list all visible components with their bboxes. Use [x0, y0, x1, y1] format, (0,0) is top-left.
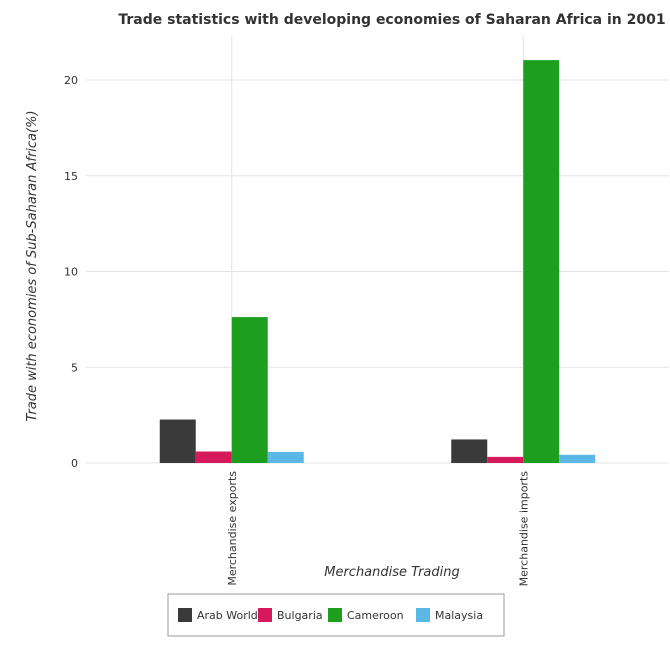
legend-label: Arab World	[197, 609, 258, 622]
legend-swatch	[178, 608, 192, 622]
y-tick-label: 5	[71, 361, 78, 374]
x-axis-label: Merchandise Trading	[324, 565, 460, 580]
x-tick-label: Merchandise exports	[226, 471, 239, 586]
chart-title: Trade statistics with developing economi…	[118, 12, 665, 28]
y-tick-label: 15	[64, 170, 78, 183]
legend-label: Malaysia	[435, 609, 483, 622]
bar-bulgaria-imports	[487, 456, 524, 463]
x-tick-label: Merchandise imports	[517, 471, 530, 587]
bars-layer	[159, 60, 596, 463]
y-tick-label: 20	[64, 74, 78, 87]
legend-swatch	[328, 608, 342, 622]
legend-label: Bulgaria	[277, 609, 323, 622]
bar-bulgaria-exports	[195, 451, 232, 463]
legend-label: Cameroon	[347, 609, 404, 622]
bar-malaysia-imports	[559, 454, 596, 463]
y-axis-label: Trade with economies of Sub-Saharan Afri…	[25, 110, 40, 421]
axes-layer: 0 5 10 15 20 Merchandise exports Merchandise i…	[64, 74, 530, 586]
legend-swatch	[258, 608, 272, 622]
y-tick-label: 10	[64, 266, 78, 279]
bar-cameroon-exports	[231, 317, 268, 463]
legend-swatch	[416, 608, 430, 622]
bar-arab-world-imports	[451, 439, 488, 463]
y-tick-label: 0	[71, 457, 78, 470]
bar-malaysia-exports	[267, 451, 304, 463]
legend: Arab World Bulgaria Cameroon Malaysia	[167, 593, 505, 637]
bar-cameroon-imports	[523, 60, 560, 463]
grid-layer	[86, 36, 669, 464]
bar-arab-world-exports	[159, 419, 196, 463]
